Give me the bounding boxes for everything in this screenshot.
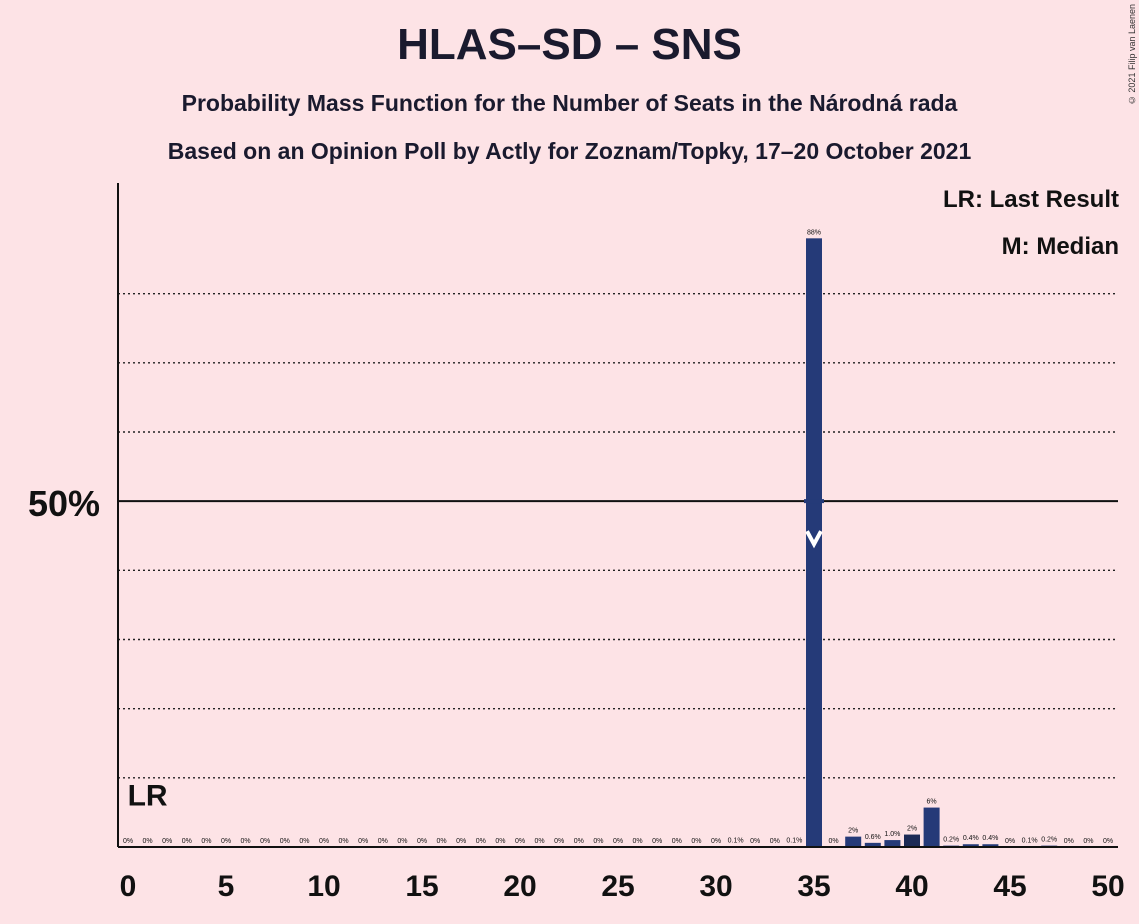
bar-label-31: 0.1% (728, 837, 744, 844)
bar-label-12: 0% (358, 838, 368, 845)
bar-label-44: 0.4% (982, 835, 998, 842)
axes-group: 50% 0 5 10 15 20 25 30 35 40 45 50 LR (28, 183, 1125, 903)
bar-label-36: 0% (829, 838, 839, 845)
bar-label-17: 0% (456, 838, 466, 845)
bar-label-28: 0% (672, 838, 682, 845)
x-tick-label-10: 10 (307, 870, 340, 903)
bar-label-3: 0% (182, 838, 192, 845)
x-tick-label-15: 15 (405, 870, 438, 903)
bar-43 (962, 844, 979, 847)
legend-median: M: Median (1001, 233, 1119, 260)
bar-label-23: 0% (574, 838, 584, 845)
bar-44 (982, 844, 999, 847)
bar-label-25: 0% (613, 838, 623, 845)
bar-label-22: 0% (554, 838, 564, 845)
bar-label-19: 0% (495, 838, 505, 845)
bar-label-21: 0% (535, 838, 545, 845)
x-tick-label-20: 20 (503, 870, 536, 903)
bar-label-29: 0% (691, 838, 701, 845)
bar-label-11: 0% (339, 838, 349, 845)
bar-label-24: 0% (593, 838, 603, 845)
bar-label-47: 0.2% (1041, 837, 1057, 844)
bar-label-15: 0% (417, 838, 427, 845)
x-tick-label-5: 5 (218, 870, 235, 903)
bar-label-10: 0% (319, 838, 329, 845)
bar-label-41: 6% (927, 799, 937, 806)
bar-label-50: 0% (1103, 838, 1113, 845)
x-tick-label-25: 25 (601, 870, 634, 903)
x-tick-label-0: 0 (120, 870, 137, 903)
bar-label-8: 0% (280, 838, 290, 845)
bar-label-4: 0% (201, 838, 211, 845)
bar-label-35: 88% (807, 229, 821, 236)
x-tick-label-30: 30 (699, 870, 732, 903)
x-tick-label-35: 35 (797, 870, 830, 903)
bar-labels-group: 0% 0% 0% 0% 0% 0% 0% 0% 0% 0% 0% 0% 0% 0% 0% 0% 0% 0% 0% 0%… (123, 229, 1113, 845)
bar-label-1: 0% (143, 838, 153, 845)
bar-label-14: 0% (397, 838, 407, 845)
bars-group (727, 238, 1058, 848)
chart-title: HLAS–SD – SNS (397, 20, 742, 69)
bar-label-26: 0% (633, 838, 643, 845)
chart-source: Based on an Opinion Poll by Actly for Zo… (167, 138, 972, 164)
x-tick-label-40: 40 (895, 870, 928, 903)
bar-label-45: 0% (1005, 838, 1015, 845)
bar-40 (904, 834, 920, 847)
legend-last-result: LR: Last Result (942, 186, 1119, 213)
bar-label-42: 0.2% (943, 837, 959, 844)
median-marker (805, 530, 823, 549)
x-tick-label-50: 50 (1091, 870, 1124, 903)
bar-label-34: 0.1% (786, 837, 802, 844)
chart-subtitle: Probability Mass Function for the Number… (181, 90, 958, 116)
bar-label-6: 0% (241, 838, 251, 845)
gridlines (118, 292, 1118, 779)
bar-label-46: 0.1% (1022, 837, 1038, 844)
bar-label-48: 0% (1064, 838, 1074, 845)
bar-label-38: 0.6% (865, 834, 881, 841)
bar-label-5: 0% (221, 838, 231, 845)
bar-label-18: 0% (476, 838, 486, 845)
x-tick-label-45: 45 (993, 870, 1026, 903)
bar-label-43: 0.4% (963, 835, 979, 842)
bar-label-37: 2% (848, 828, 858, 835)
bar-label-20: 0% (515, 838, 525, 845)
bar-label-2: 0% (162, 838, 172, 845)
bar-label-49: 0% (1083, 838, 1093, 845)
bar-label-40: 2% (907, 826, 917, 833)
y-tick-label-50: 50% (28, 483, 100, 524)
bar-label-39: 1.0% (884, 831, 900, 838)
last-result-marker: LR (128, 780, 168, 813)
bar-label-32: 0% (750, 838, 760, 845)
bar-label-33: 0% (770, 838, 780, 845)
bar-41 (923, 807, 940, 847)
bar-label-16: 0% (437, 838, 447, 845)
bar-label-9: 0% (299, 838, 309, 845)
bar-label-7: 0% (260, 838, 270, 845)
bar-label-27: 0% (652, 838, 662, 845)
bar-39 (884, 840, 901, 847)
bar-38 (864, 842, 881, 847)
bar-label-0: 0% (123, 838, 133, 845)
bar-label-13: 0% (378, 838, 388, 845)
bar-37 (845, 836, 862, 847)
bar-label-30: 0% (711, 838, 721, 845)
